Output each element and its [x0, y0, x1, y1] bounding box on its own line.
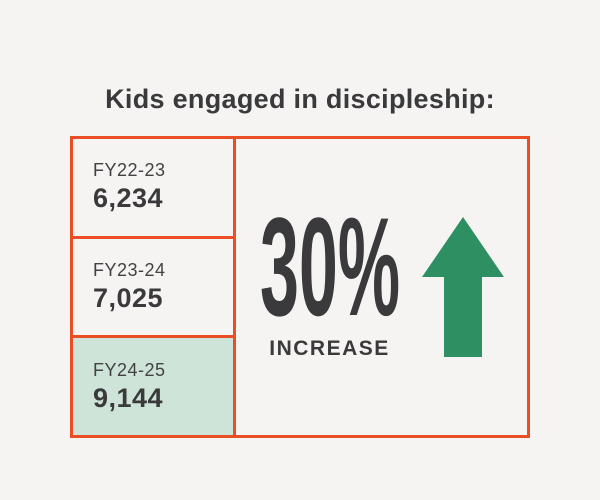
- fiscal-year-value: 6,234: [93, 183, 164, 214]
- up-arrow-icon: [421, 217, 504, 357]
- fiscal-year-label: FY22-23: [93, 160, 166, 181]
- page-title: Kids engaged in discipleship:: [105, 84, 495, 114]
- fiscal-year-value: 9,144: [93, 382, 164, 413]
- fiscal-year-label: FY24-25: [93, 359, 166, 380]
- fiscal-year-label: FY23-24: [93, 260, 166, 280]
- stat-box: FY22-23 6,234 FY23-24 7,025 FY24-25 9,14…: [70, 136, 530, 438]
- percent-wrap: 30%: [259, 188, 400, 345]
- table-row-fy24-25-highlighted: FY24-25 9,144: [73, 338, 233, 436]
- increase-callout: 30% INCREASE: [236, 139, 527, 435]
- increase-label: INCREASE: [269, 337, 390, 360]
- increase-stat-text: 30% INCREASE: [259, 188, 400, 361]
- fiscal-year-column: FY22-23 6,234 FY23-24 7,025 FY24-25 9,14…: [73, 139, 236, 436]
- table-row-fy23-24: FY23-24 7,025: [73, 239, 233, 339]
- fiscal-year-value: 7,025: [93, 283, 164, 313]
- table-row-fy22-23: FY22-23 6,234: [73, 139, 233, 239]
- percent-value: 30%: [259, 188, 400, 345]
